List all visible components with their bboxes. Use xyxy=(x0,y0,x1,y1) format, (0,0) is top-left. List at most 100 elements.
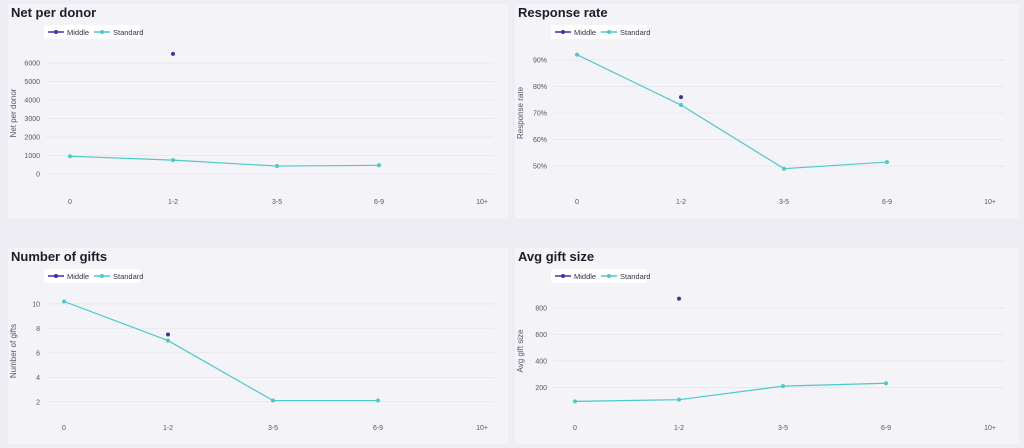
data-point-standard xyxy=(884,381,888,386)
data-point-standard xyxy=(573,399,577,404)
x-tick-label: 10+ xyxy=(476,425,488,432)
data-point-standard xyxy=(377,163,381,168)
x-tick-label: 1-2 xyxy=(674,425,684,432)
legend-marker-middle xyxy=(54,30,58,34)
chart-svg: Middle Standard 0 1000 2000 3000 4000 5000 6000 0… xyxy=(9,25,494,206)
x-tick-label: 0 xyxy=(573,425,577,432)
legend-box xyxy=(551,25,647,39)
y-axis-label: Number of gifts xyxy=(9,324,18,378)
x-tick-label: 0 xyxy=(68,199,72,206)
data-point-middle xyxy=(171,51,175,56)
data-point-standard xyxy=(782,166,786,171)
x-tick-label: 6-9 xyxy=(373,425,383,432)
data-point-standard xyxy=(166,338,170,343)
x-tick-label: 0 xyxy=(575,199,579,206)
y-tick-label: 2 xyxy=(36,399,40,406)
legend-marker-standard xyxy=(607,274,611,278)
y-tick-label: 6 xyxy=(36,350,40,357)
y-tick-label: 600 xyxy=(535,332,547,339)
data-point-standard xyxy=(679,103,683,108)
y-tick-label: 200 xyxy=(535,385,547,392)
y-tick-label: 800 xyxy=(535,305,547,312)
series-line-standard xyxy=(574,382,887,402)
legend-marker-standard xyxy=(100,274,104,278)
legend-box xyxy=(551,269,647,283)
chart-panel-response-rate: Response rate Middle Standard 50% 60% 70% 80%… xyxy=(515,4,1019,218)
series-line-standard xyxy=(576,54,888,170)
chart-title: Number of gifts xyxy=(11,249,108,264)
y-tick-label: 90% xyxy=(533,57,547,64)
data-point-standard xyxy=(885,160,889,165)
y-tick-label: 10 xyxy=(32,301,40,308)
legend-marker-middle xyxy=(54,274,58,278)
y-tick-label: 6000 xyxy=(24,61,40,68)
legend-label-middle: Middle xyxy=(574,272,596,281)
legend-label-standard: Standard xyxy=(113,272,143,281)
data-point-standard xyxy=(781,384,785,389)
data-point-standard xyxy=(275,164,279,169)
y-tick-label: 400 xyxy=(535,358,547,365)
y-axis-label: Response rate xyxy=(516,86,525,139)
y-tick-label: 50% xyxy=(533,164,547,171)
data-point-standard xyxy=(62,299,66,304)
series-line-standard xyxy=(63,300,378,402)
chart-svg: Middle Standard 200 400 600 800 0 1-2 3-5 6-9 10+ A… xyxy=(516,269,1005,432)
data-point-standard xyxy=(271,398,275,403)
legend-marker-standard xyxy=(607,30,611,34)
y-tick-label: 80% xyxy=(533,84,547,91)
x-tick-label: 3-5 xyxy=(778,425,788,432)
data-point-standard xyxy=(68,154,72,159)
chart-title: Net per donor xyxy=(11,5,97,20)
data-point-standard xyxy=(575,52,579,57)
y-tick-label: 0 xyxy=(36,172,40,179)
y-axis-label: Net per donor xyxy=(9,88,18,137)
y-tick-label: 60% xyxy=(533,137,547,144)
legend-label-standard: Standard xyxy=(620,28,650,37)
chart-title: Avg gift size xyxy=(518,249,595,264)
x-tick-label: 1-2 xyxy=(676,199,686,206)
legend-label-middle: Middle xyxy=(67,28,89,37)
data-point-middle xyxy=(166,332,170,337)
x-tick-label: 6-9 xyxy=(881,425,891,432)
y-tick-label: 4000 xyxy=(24,98,40,105)
legend-label-middle: Middle xyxy=(67,272,89,281)
x-tick-label: 6-9 xyxy=(374,199,384,206)
legend-marker-standard xyxy=(100,30,104,34)
y-tick-label: 70% xyxy=(533,111,547,118)
y-axis-label: Avg gift size xyxy=(516,329,525,373)
data-point-middle xyxy=(679,95,683,100)
chart-svg: Middle Standard 2 4 6 8 10 0 1-2 3-5 6-9 10+ Number … xyxy=(9,269,494,432)
data-point-middle xyxy=(677,296,681,301)
chart-svg: Middle Standard 50% 60% 70% 80% 90% 0 1-2 3-5 6-9 1… xyxy=(516,25,1005,206)
series-line-standard xyxy=(69,155,380,167)
data-point-standard xyxy=(677,397,681,402)
y-tick-label: 1000 xyxy=(24,153,40,160)
y-tick-label: 5000 xyxy=(24,79,40,86)
legend-marker-middle xyxy=(561,274,565,278)
legend-label-standard: Standard xyxy=(113,28,143,37)
legend-label-standard: Standard xyxy=(620,272,650,281)
legend-box xyxy=(44,25,140,39)
x-tick-label: 3-5 xyxy=(268,425,278,432)
chart-title: Response rate xyxy=(518,5,608,20)
legend-label-middle: Middle xyxy=(574,28,596,37)
x-tick-label: 10+ xyxy=(984,199,996,206)
x-tick-label: 10+ xyxy=(984,425,996,432)
legend-box xyxy=(44,269,140,283)
x-tick-label: 3-5 xyxy=(272,199,282,206)
x-tick-label: 1-2 xyxy=(168,199,178,206)
legend-marker-middle xyxy=(561,30,565,34)
chart-panel-net-per-donor: Net per donor Middle Standard 0 1000 2000 300… xyxy=(8,4,508,218)
x-tick-label: 3-5 xyxy=(779,199,789,206)
chart-panel-number-of-gifts: Number of gifts Middle Standard 2 4 6 8 10 0 1-2… xyxy=(8,248,508,444)
x-tick-label: 0 xyxy=(62,425,66,432)
y-tick-label: 4 xyxy=(36,375,40,382)
x-tick-label: 10+ xyxy=(476,199,488,206)
y-tick-label: 8 xyxy=(36,326,40,333)
y-tick-label: 3000 xyxy=(24,116,40,123)
x-tick-label: 1-2 xyxy=(163,425,173,432)
data-point-standard xyxy=(171,158,175,163)
y-tick-label: 2000 xyxy=(24,135,40,142)
chart-panel-avg-gift-size: Avg gift size Middle Standard 200 400 600 800… xyxy=(515,248,1019,444)
x-tick-label: 6-9 xyxy=(882,199,892,206)
